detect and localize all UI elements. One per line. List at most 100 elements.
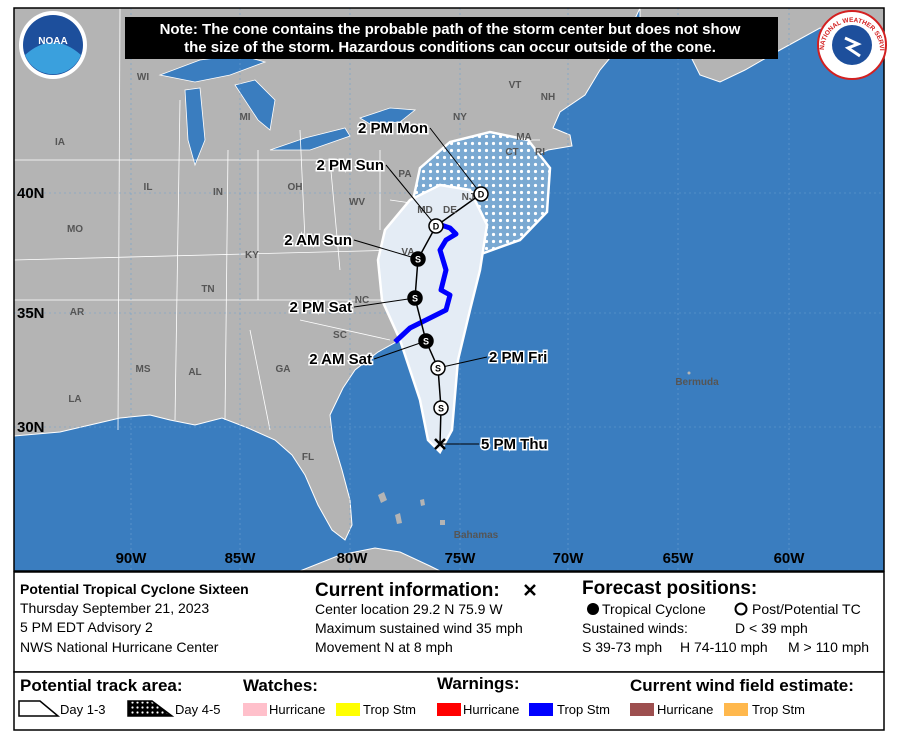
state-label: VT	[509, 80, 522, 91]
legend-label: Trop Stm	[557, 702, 610, 717]
legend-label: Hurricane	[657, 702, 713, 717]
leader-line	[353, 239, 419, 260]
cuba	[299, 547, 441, 571]
winds-title: Sustained winds:	[582, 620, 688, 636]
state-label: SC	[333, 330, 347, 341]
lon-label: 60W	[774, 550, 806, 567]
state-label: NY	[453, 112, 467, 123]
forecast-marker	[410, 251, 426, 267]
current-line: Maximum sustained wind 35 mph	[315, 620, 523, 636]
forecast-symbol: S	[415, 255, 421, 265]
state-label: GA	[276, 364, 291, 375]
lon-label: 85W	[225, 550, 257, 567]
state-label: LA	[68, 394, 81, 405]
forecast-label: 2 PM Sun	[316, 157, 384, 174]
state-label: MS	[136, 364, 151, 375]
forecast-symbol: S	[423, 337, 429, 347]
place-label: Bahamas	[454, 530, 499, 541]
state-label: PA	[398, 169, 411, 180]
forecast-marker	[473, 186, 489, 202]
issuer: NWS National Hurricane Center	[20, 639, 219, 655]
place-label: Bermuda	[675, 377, 719, 388]
bermuda-dot	[687, 371, 691, 375]
lat-label: 40N	[17, 185, 45, 202]
forecast-label: 2 PM Fri	[489, 349, 547, 366]
forecast-label: 2 PM Mon	[358, 120, 428, 137]
date: Thursday September 21, 2023	[20, 600, 209, 616]
great-lakes	[158, 54, 417, 167]
lat-label: 35N	[17, 305, 45, 322]
wind-class: H 74-110 mph	[680, 639, 768, 655]
state-label: AR	[70, 307, 85, 318]
forecast-symbol: S	[438, 404, 444, 414]
forecast-marker	[407, 290, 423, 306]
forecast-symbol: D	[478, 190, 485, 200]
state-label: NC	[355, 295, 369, 306]
state-label: FL	[302, 452, 314, 463]
state-label: MD	[417, 205, 433, 216]
legend-label: Trop Stm	[363, 702, 416, 717]
wind-class: S 39-73 mph	[582, 639, 662, 655]
state-label: DE	[443, 205, 457, 216]
leader-line	[385, 164, 437, 227]
noaa-logo: NOAA	[19, 11, 87, 79]
state-label: WV	[349, 197, 365, 208]
state-label: AL	[188, 367, 201, 378]
map: WI MI NY VT NH MA IA IL IN OH PA CT RI NJ MD DE WV MO KY VA…	[14, 8, 884, 571]
state-label: MA	[516, 132, 532, 143]
forecast-label: 5 PM Thu	[481, 436, 548, 453]
info-panel	[13, 571, 885, 673]
state-label: RI	[535, 147, 545, 158]
bahamas	[378, 492, 445, 525]
leader-line	[373, 340, 427, 360]
state-label: NJ	[462, 192, 475, 203]
state-label: KY	[245, 250, 259, 261]
state-label: IN	[213, 187, 223, 198]
state-label: MI	[239, 112, 250, 123]
ptc-icon	[734, 602, 748, 616]
forecast-marker	[428, 218, 444, 234]
swatch	[336, 703, 360, 716]
forecast-marker	[430, 360, 446, 376]
legend-title: Watches:	[243, 676, 318, 695]
ptc-label: Post/Potential TC	[752, 601, 861, 617]
storm-name: Potential Tropical Cyclone Sixteen	[20, 581, 249, 597]
swatch	[243, 703, 267, 716]
lon-label: 65W	[663, 550, 695, 567]
forecast-label: 2 PM Sat	[289, 299, 352, 316]
legend-label: Hurricane	[463, 702, 519, 717]
note: the size of the storm. Hazardous conditi…	[184, 39, 716, 56]
forecast-label: 2 AM Sun	[284, 232, 352, 249]
forecast-marker	[418, 333, 434, 349]
state-label: TN	[201, 284, 214, 295]
leader-line	[429, 127, 482, 195]
legend-title: Current wind field estimate:	[630, 676, 854, 695]
current-line: Center location 29.2 N 75.9 W	[315, 601, 503, 617]
state-label: WI	[137, 72, 149, 83]
leader-line	[437, 356, 488, 369]
tc-label: Tropical Cyclone	[602, 601, 706, 617]
note: Note: The cone contains the probable pat…	[160, 21, 741, 38]
swatch	[724, 703, 748, 716]
tc-icon	[587, 603, 599, 615]
wind-class: M > 110 mph	[788, 639, 869, 655]
state-label: VA	[401, 247, 414, 258]
wind-class: D < 39 mph	[735, 620, 808, 636]
map-frame	[13, 7, 885, 572]
forecast-symbol: S	[435, 364, 441, 374]
state-label: NH	[541, 92, 555, 103]
legend-label: Trop Stm	[752, 702, 805, 717]
note-box	[125, 17, 778, 59]
forecast-marker	[433, 400, 449, 416]
swatch	[630, 703, 654, 716]
state-label: IA	[55, 137, 65, 148]
lon-label: 80W	[337, 550, 369, 567]
state-label: CT	[505, 147, 518, 158]
leader-line	[353, 297, 416, 308]
swatch	[529, 703, 553, 716]
legend-panel	[13, 671, 885, 731]
lon-label: 90W	[116, 550, 148, 567]
legend-title: Warnings:	[437, 674, 519, 693]
current-position	[434, 438, 446, 450]
